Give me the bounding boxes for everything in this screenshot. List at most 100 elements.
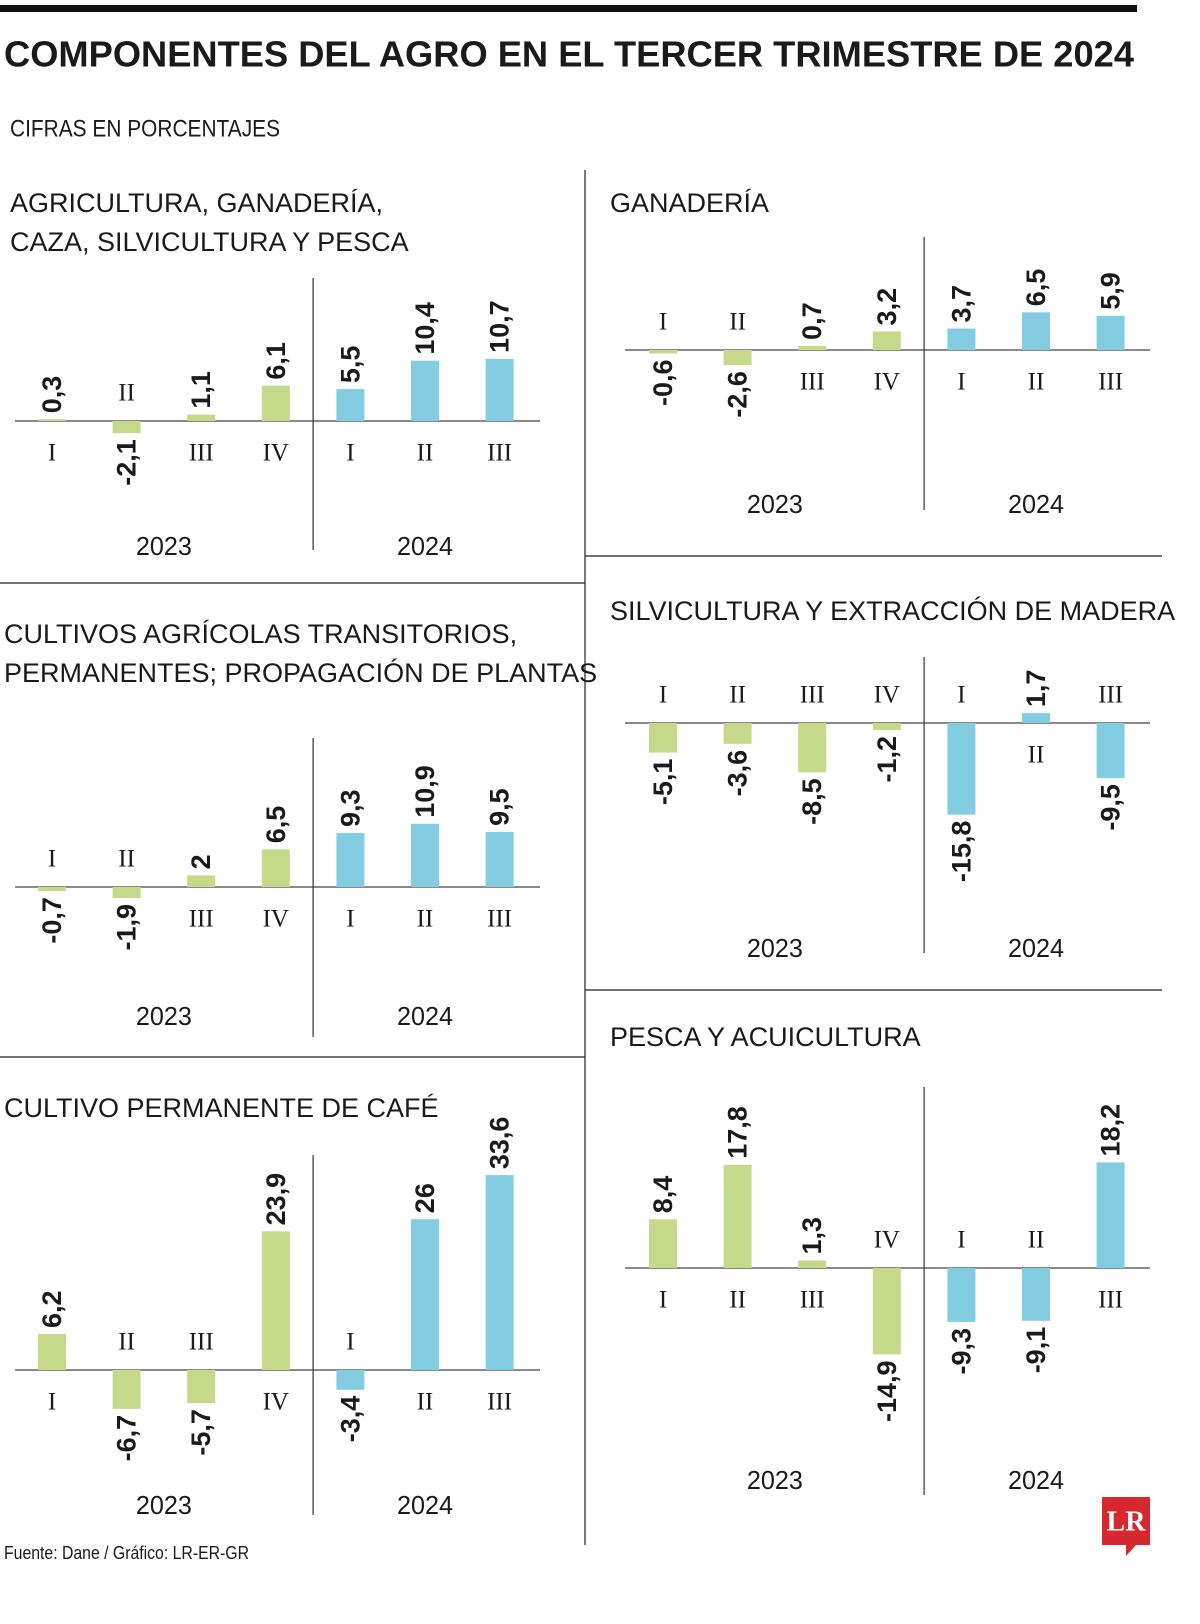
value-label: 18,2 xyxy=(1096,1104,1126,1157)
category-label: II xyxy=(1028,369,1045,396)
bar xyxy=(187,414,216,421)
panel-title: AGRICULTURA, GANADERÍA, xyxy=(10,188,383,218)
bar xyxy=(798,723,827,773)
category-label: I xyxy=(346,440,354,467)
bar xyxy=(798,1260,827,1268)
logo-box xyxy=(1102,1497,1150,1545)
bar xyxy=(723,723,752,744)
category-label: III xyxy=(1098,682,1123,709)
bar xyxy=(112,1370,141,1409)
source: Fuente: Dane / Gráfico: LR-ER-GR xyxy=(4,1543,249,1563)
bar xyxy=(1022,312,1050,350)
category-label: I xyxy=(957,682,965,709)
bar xyxy=(261,385,290,421)
bar xyxy=(336,1370,365,1390)
panel-title: CULTIVOS AGRÍCOLAS TRANSITORIOS, xyxy=(4,619,517,649)
value-label: -5,7 xyxy=(186,1409,216,1456)
value-label: -3,6 xyxy=(723,750,753,797)
value-label: 6,5 xyxy=(1021,269,1051,307)
category-label: I xyxy=(48,1389,56,1416)
bar xyxy=(38,887,66,892)
category-label: II xyxy=(1028,1227,1045,1254)
panel-title: CAZA, SILVICULTURA Y PESCA xyxy=(10,227,409,257)
value-label: -2,6 xyxy=(723,371,753,418)
value-label: 10,9 xyxy=(410,765,440,818)
value-label: 10,4 xyxy=(410,302,440,355)
category-label: III xyxy=(189,906,214,933)
panel-title: PESCA Y ACUICULTURA xyxy=(610,1022,921,1052)
bar xyxy=(261,849,290,887)
bar xyxy=(1096,723,1125,779)
bar xyxy=(649,350,677,354)
value-label: -3,4 xyxy=(335,1396,365,1443)
value-label: 23,9 xyxy=(261,1173,291,1226)
value-label: -9,1 xyxy=(1021,1327,1051,1374)
bar xyxy=(485,358,514,421)
value-label: 17,8 xyxy=(723,1106,753,1159)
bar xyxy=(336,389,365,421)
bar xyxy=(112,421,141,434)
bar xyxy=(649,723,677,753)
year-label: 2024 xyxy=(1008,489,1064,519)
bar xyxy=(872,331,901,350)
value-label: 3,7 xyxy=(946,285,976,323)
bar xyxy=(187,875,216,887)
bar xyxy=(723,1164,752,1268)
year-label: 2024 xyxy=(1008,933,1064,963)
category-label: II xyxy=(417,440,434,467)
bar xyxy=(947,328,976,350)
year-label: 2023 xyxy=(747,489,803,519)
top-bar xyxy=(0,5,1137,12)
bar xyxy=(1022,713,1050,723)
value-label: -15,8 xyxy=(946,821,976,883)
bar xyxy=(485,1175,514,1370)
category-label: I xyxy=(48,846,56,873)
value-label: -0,6 xyxy=(648,359,678,406)
value-label: 6,5 xyxy=(261,806,291,844)
logo-tail xyxy=(1126,1545,1136,1556)
bar xyxy=(336,833,365,887)
category-label: II xyxy=(417,906,434,933)
value-label: -14,9 xyxy=(872,1360,902,1422)
value-label: 6,2 xyxy=(37,1290,67,1328)
category-label: II xyxy=(417,1389,434,1416)
value-label: 0,7 xyxy=(797,302,827,340)
value-label: -5,1 xyxy=(648,759,678,806)
bar xyxy=(187,1370,216,1404)
value-label: -6,7 xyxy=(112,1415,142,1462)
logo: LR xyxy=(1107,1507,1147,1538)
value-label: 8,4 xyxy=(648,1176,678,1214)
category-label: III xyxy=(487,906,512,933)
category-label: I xyxy=(48,440,56,467)
value-label: 9,5 xyxy=(485,788,515,826)
bar xyxy=(798,345,827,350)
value-label: 5,9 xyxy=(1096,272,1126,310)
category-label: IV xyxy=(263,440,289,467)
category-label: I xyxy=(346,1329,354,1356)
panel-title: SILVICULTURA Y EXTRACCIÓN DE MADERA xyxy=(610,595,1175,626)
category-label: I xyxy=(659,1287,667,1314)
year-label: 2024 xyxy=(397,1490,453,1520)
bar xyxy=(485,831,514,887)
year-label: 2024 xyxy=(397,1001,453,1031)
panel-title: GANADERÍA xyxy=(610,188,769,218)
value-label: 5,5 xyxy=(335,346,365,384)
category-label: III xyxy=(800,1287,825,1314)
category-label: III xyxy=(800,682,825,709)
year-label: 2023 xyxy=(136,1001,192,1031)
year-label: 2023 xyxy=(136,1490,192,1520)
category-label: I xyxy=(346,906,354,933)
value-label: 3,2 xyxy=(872,288,902,326)
category-label: III xyxy=(189,440,214,467)
bar xyxy=(38,419,66,421)
value-label: 1,7 xyxy=(1021,670,1051,708)
value-label: 0,3 xyxy=(37,376,67,414)
bar xyxy=(872,723,901,730)
category-label: III xyxy=(1098,1287,1123,1314)
value-label: -9,5 xyxy=(1096,784,1126,831)
year-label: 2023 xyxy=(136,531,192,561)
bar xyxy=(723,350,752,366)
bar xyxy=(872,1268,901,1355)
value-label: -8,5 xyxy=(797,778,827,825)
bar xyxy=(1096,315,1125,350)
